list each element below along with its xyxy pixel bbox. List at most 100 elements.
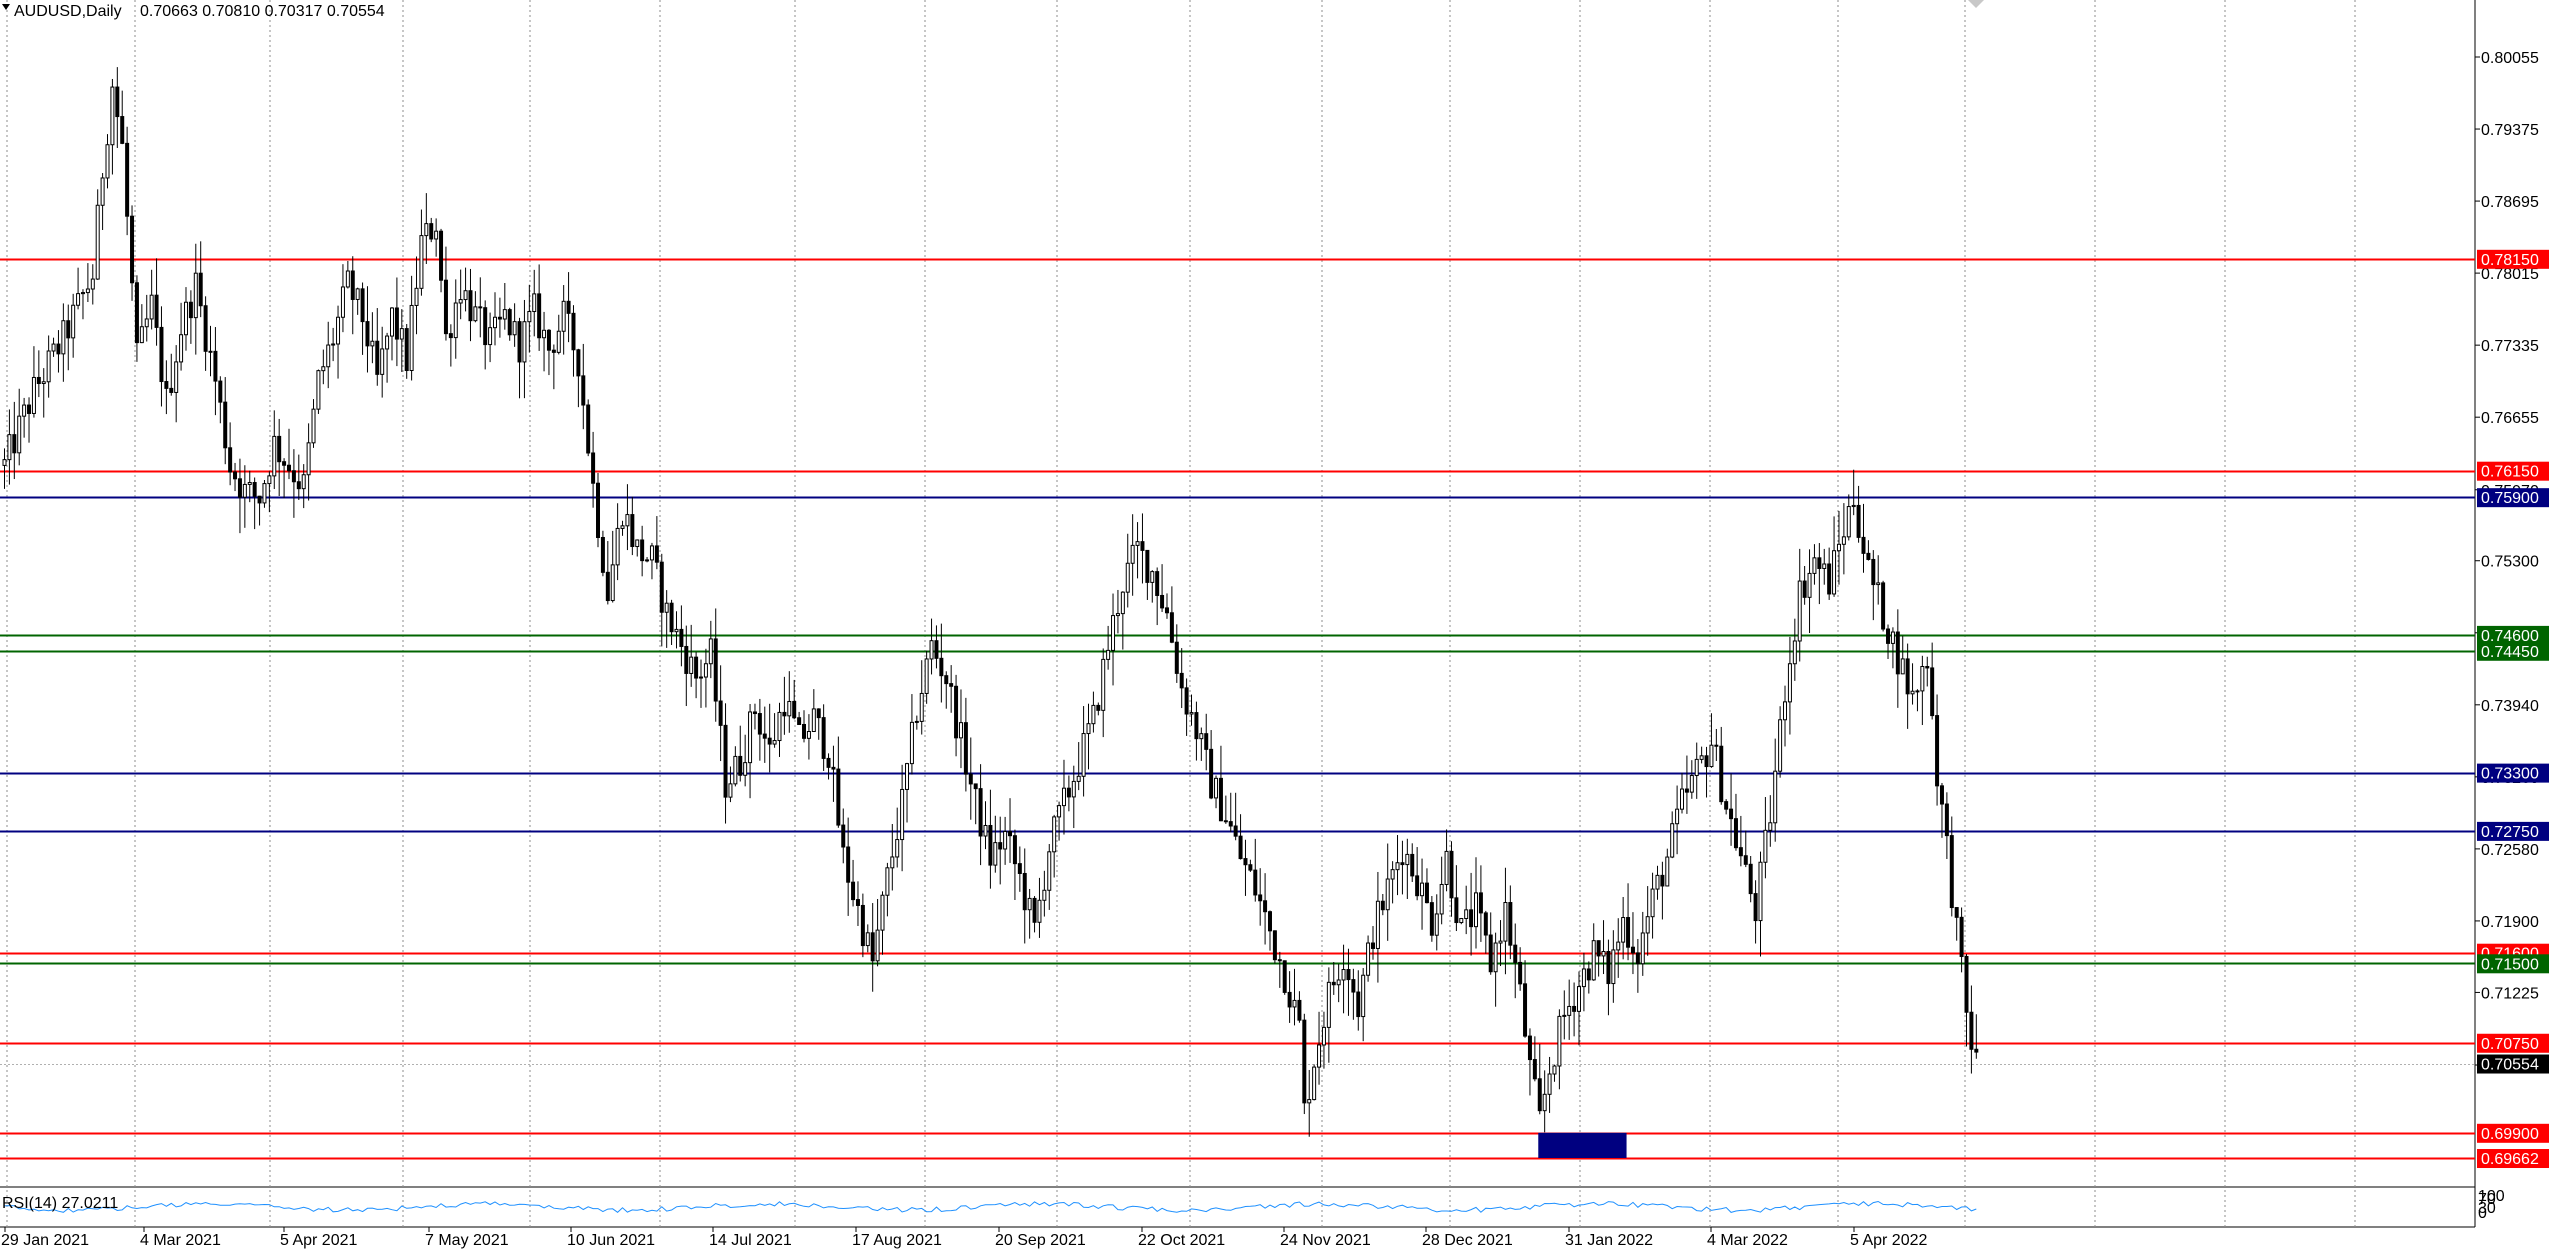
candle [1061,759,1066,835]
candle [762,706,767,763]
candle [439,228,444,293]
candle [900,764,905,872]
candle [1905,643,1910,729]
level-lines [0,258,2475,1160]
candle [1096,702,1101,716]
candle [890,823,895,891]
candle [1032,896,1037,933]
candle [1753,880,1758,944]
candle [1483,910,1488,954]
candle [703,648,708,708]
candle [370,312,375,364]
candle [90,264,95,305]
candle [1057,801,1062,841]
candle [1675,785,1680,855]
candle [831,745,836,802]
candle [1527,1028,1532,1096]
candle [1297,991,1302,1023]
candle [1375,871,1380,983]
candle [409,275,414,381]
candle [1003,816,1008,865]
candle [1866,540,1871,561]
rsi-scale-label: 70 [2478,1191,2496,1208]
candle [1827,547,1832,600]
candle [581,343,586,430]
candle [183,287,188,351]
level-tag: 0.74450 [2477,641,2549,661]
candle [1724,799,1729,815]
candle [1817,543,1822,605]
candle [468,268,473,342]
candle [1214,775,1219,809]
candle [233,462,238,492]
candle [1238,814,1243,860]
candle [198,241,203,318]
candle [1925,656,1930,687]
candle [262,480,267,508]
candle [1130,514,1135,596]
candle [939,623,944,703]
candle [1189,694,1194,726]
candle [1915,689,1920,712]
candle [1385,843,1390,941]
time-tick-label: 20 Sep 2021 [995,1232,1086,1249]
candle [1783,685,1788,747]
candle [1424,868,1429,904]
candle [1841,503,1846,575]
candle [1263,873,1268,945]
candle [723,703,728,824]
candle [586,399,591,457]
candle [1272,930,1277,964]
candle [546,329,551,376]
time-tick-label: 22 Oct 2021 [1138,1232,1225,1249]
candle [1954,907,1959,941]
candle [1949,816,1954,917]
candle [929,618,934,675]
candle [1454,865,1459,932]
candle [718,665,723,762]
candle [1204,713,1209,771]
candle [1935,694,1940,806]
candle [1169,586,1174,644]
candle [561,285,566,355]
candle [130,205,135,301]
candle [1194,701,1199,761]
candle [453,279,458,359]
candle [738,725,743,782]
candle [949,665,954,713]
candle [1836,511,1841,585]
price-tick-label: 0.80055 [2481,50,2539,67]
candle [1508,885,1513,960]
candle [811,689,816,733]
candle [880,891,885,955]
rsi-line [4,1200,1977,1213]
level-tag: 0.76150 [2477,461,2549,481]
candle [973,783,978,825]
candle [1444,829,1449,892]
candle [1611,930,1616,1003]
candle [7,409,12,485]
svg-text:0.75900: 0.75900 [2481,490,2539,507]
candle [1846,494,1851,541]
ohlc-values: 0.70663 0.70810 0.70317 0.70554 [140,3,385,20]
candle [419,209,424,296]
candle [1738,815,1743,867]
candle [404,324,409,379]
candle [1871,550,1876,621]
candle [1415,847,1420,901]
candle [213,327,218,416]
candle [1312,1064,1317,1101]
candle [1390,861,1395,904]
candle [488,312,493,363]
scroll-marker-icon[interactable] [1968,0,1984,8]
candle [640,525,645,577]
candle [836,736,841,828]
candle [1017,846,1022,892]
candle [100,173,105,230]
candle [1719,726,1724,805]
candle [105,134,110,189]
candle [1851,469,1856,516]
candle [1939,782,1944,838]
symbol-menu-icon[interactable] [2,4,10,10]
